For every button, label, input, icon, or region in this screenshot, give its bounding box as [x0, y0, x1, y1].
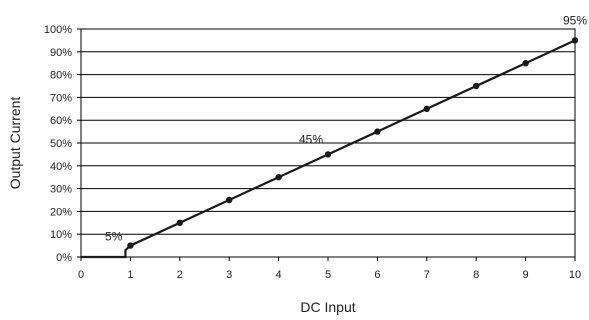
data-point — [423, 105, 430, 113]
y-tick-label: 90% — [50, 47, 72, 59]
gridlines — [81, 51, 575, 235]
y-tick-label: 30% — [50, 184, 72, 196]
data-point — [374, 128, 381, 135]
x-axis: 0 1 2 3 4 5 6 7 8 9 10 — [78, 257, 581, 281]
data-point — [127, 242, 134, 249]
data-label: 95% — [563, 13, 587, 27]
y-tick-label: 60% — [50, 115, 72, 127]
x-tick-label: 9 — [523, 269, 529, 281]
data-point — [571, 37, 579, 44]
x-tick-label: 4 — [276, 269, 282, 281]
x-tick-label: 10 — [569, 269, 581, 281]
data-point — [275, 174, 282, 181]
x-tick-label: 0 — [78, 269, 84, 281]
data-point — [522, 60, 529, 67]
y-tick-label: 70% — [50, 92, 72, 104]
x-tick-label: 8 — [473, 269, 479, 281]
annotations: 5% 45% 95% — [105, 13, 587, 243]
y-tick-label: 100% — [44, 24, 72, 36]
x-tick-label: 5 — [325, 269, 331, 281]
data-label: 45% — [299, 132, 323, 146]
x-tick-label: 7 — [424, 269, 430, 281]
y-tick-label: 40% — [50, 161, 72, 173]
x-tick-label: 2 — [177, 269, 183, 281]
x-tick-label: 3 — [226, 269, 232, 281]
data-point — [473, 82, 480, 90]
y-tick-label: 80% — [50, 70, 72, 82]
data-label: 5% — [105, 230, 123, 244]
series-line — [81, 39, 576, 259]
data-point — [176, 219, 183, 226]
x-tick-label: 6 — [374, 269, 380, 281]
series-layer — [81, 37, 579, 259]
data-point — [226, 196, 233, 204]
y-tick-label: 10% — [50, 229, 72, 241]
data-point — [324, 151, 332, 158]
x-tick-label: 1 — [127, 269, 133, 281]
y-axis: 0% 10% 20% 30% 40% 50% 60% 70% 80% 90% 100% — [44, 24, 81, 264]
x-axis-title: DC Input — [300, 299, 355, 315]
y-tick-label: 50% — [50, 138, 72, 150]
y-axis-title: Output Current — [7, 97, 23, 190]
y-tick-label: 0% — [56, 252, 72, 264]
y-tick-label: 20% — [50, 206, 72, 218]
